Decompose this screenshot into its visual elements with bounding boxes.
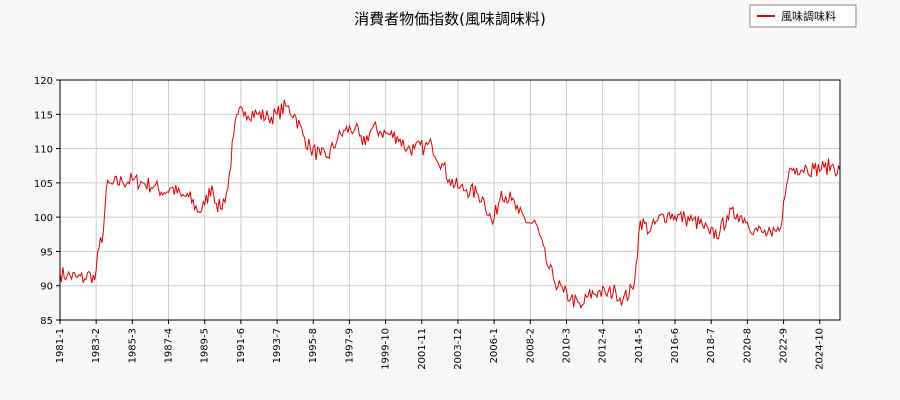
y-axis: 85 90 95 100 105 110 115 120 <box>34 76 60 327</box>
legend: 風味調味料 <box>749 4 857 28</box>
x-tick-label: 2022-9 <box>779 328 790 363</box>
x-tick-label: 2020-8 <box>742 328 753 363</box>
y-tick-label: 105 <box>34 179 53 190</box>
y-tick-label: 120 <box>34 76 53 87</box>
legend-label: 風味調味料 <box>781 9 836 23</box>
x-tick-label: 2014-5 <box>634 328 645 363</box>
chart-title: 消費者物価指数(風味調味料) <box>354 10 546 28</box>
y-tick-label: 85 <box>40 316 53 327</box>
x-tick-label: 1991-6 <box>236 328 247 363</box>
x-tick-label: 1985-3 <box>127 328 138 363</box>
x-tick-label: 1993-7 <box>272 328 283 363</box>
y-tick-label: 90 <box>40 282 53 293</box>
x-axis: 1981-1 1983-2 1985-3 1987-4 1989-5 1991-6 1993… <box>55 320 826 370</box>
x-tick-label: 1989-5 <box>200 328 211 363</box>
x-tick-label: 2008-2 <box>525 328 536 363</box>
x-tick-label: 2003-12 <box>453 328 464 370</box>
y-tick-label: 110 <box>34 145 53 156</box>
x-tick-label: 1997-9 <box>344 328 355 363</box>
x-tick-label: 1983-2 <box>91 328 102 363</box>
x-tick-label: 2018-7 <box>706 328 717 363</box>
x-tick-label: 2024-10 <box>815 328 826 370</box>
x-tick-label: 2006-1 <box>489 328 500 363</box>
y-tick-label: 95 <box>40 247 53 258</box>
x-tick-label: 1995-8 <box>308 328 319 363</box>
x-tick-label: 2001-11 <box>417 328 428 370</box>
x-tick-label: 2010-3 <box>561 328 572 363</box>
plot-frame <box>59 79 841 321</box>
legend-box <box>749 4 857 28</box>
x-tick-label: 2016-6 <box>670 328 681 363</box>
y-tick-label: 115 <box>34 110 53 121</box>
y-tick-label: 100 <box>34 213 53 224</box>
series-line-風味調味料 <box>59 99 841 310</box>
x-tick-label: 1981-1 <box>55 328 66 363</box>
plot-area <box>60 80 840 320</box>
x-tick-label: 1999-10 <box>381 328 392 370</box>
x-tick-label: 1987-4 <box>164 328 175 363</box>
x-tick-label: 2012-4 <box>598 328 609 363</box>
